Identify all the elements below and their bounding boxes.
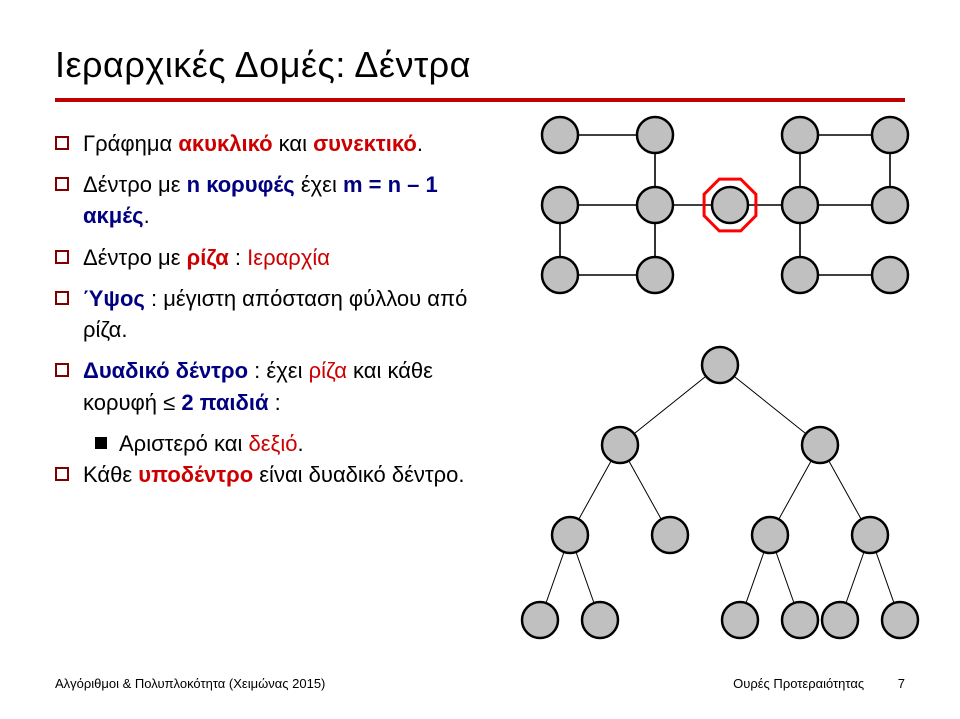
slide-body: Γράφημα ακυκλικό και συνεκτικό. Δέντρο με… bbox=[55, 128, 475, 500]
slide: Ιεραρχικές Δομές: Δέντρα Γράφημα ακυκλικ… bbox=[0, 0, 960, 719]
graph-node bbox=[822, 602, 858, 638]
graph-node bbox=[637, 187, 673, 223]
graph-node bbox=[752, 517, 788, 553]
graph-node bbox=[882, 602, 918, 638]
bullet-marker-icon bbox=[55, 250, 69, 264]
graph-node bbox=[782, 117, 818, 153]
bullet-marker-icon bbox=[55, 467, 69, 481]
graph-node bbox=[637, 117, 673, 153]
graph-node bbox=[602, 427, 638, 463]
bullet-text: Ύψος : μέγιστη απόσταση φύλλου από ρίζα. bbox=[83, 283, 475, 345]
sub-bullet-text: Αριστερό και δεξιό. bbox=[119, 428, 304, 459]
graph-node bbox=[852, 517, 888, 553]
bullet-marker-icon bbox=[55, 363, 69, 377]
footer: Αλγόριθμοι & Πολυπλοκότητα (Χειμώνας 201… bbox=[55, 676, 905, 691]
graph-node bbox=[552, 517, 588, 553]
sub-bullet-marker-icon bbox=[95, 437, 107, 449]
graph-node bbox=[542, 187, 578, 223]
bullet-text: Δέντρο με ρίζα : Ιεραρχία bbox=[83, 242, 475, 273]
title-underline bbox=[55, 98, 905, 102]
graph-node bbox=[637, 257, 673, 293]
page-number: 7 bbox=[898, 676, 905, 691]
graph-node bbox=[582, 602, 618, 638]
graph-node bbox=[542, 257, 578, 293]
bullet-item: Κάθε υποδέντρο είναι δυαδικό δέντρο. bbox=[55, 459, 475, 490]
bullet-text: Δυαδικό δέντρο : έχει ρίζα και κάθε κορυ… bbox=[83, 355, 475, 417]
graph-node bbox=[782, 257, 818, 293]
bullet-item: Ύψος : μέγιστη απόσταση φύλλου από ρίζα. bbox=[55, 283, 475, 345]
footer-right: Ουρές Προτεραιότητας 7 bbox=[733, 676, 905, 691]
footer-right-text: Ουρές Προτεραιότητας bbox=[733, 676, 864, 691]
bullet-item: Γράφημα ακυκλικό και συνεκτικό. bbox=[55, 128, 475, 159]
bullet-text: Κάθε υποδέντρο είναι δυαδικό δέντρο. bbox=[83, 459, 475, 490]
graph-node bbox=[872, 257, 908, 293]
graph-node bbox=[522, 602, 558, 638]
bullet-marker-icon bbox=[55, 291, 69, 305]
graph-node bbox=[702, 347, 738, 383]
graph-node bbox=[542, 117, 578, 153]
graph-node bbox=[782, 187, 818, 223]
graph-node bbox=[782, 602, 818, 638]
graph-node bbox=[872, 187, 908, 223]
bullet-marker-icon bbox=[55, 136, 69, 150]
graph-node bbox=[872, 117, 908, 153]
graph-node bbox=[652, 517, 688, 553]
graph-node bbox=[802, 427, 838, 463]
bullet-text: Δέντρο με n κορυφές έχει m = n – 1 ακμές… bbox=[83, 169, 475, 231]
sub-bullet-item: Αριστερό και δεξιό. bbox=[95, 428, 475, 459]
bullet-text: Γράφημα ακυκλικό και συνεκτικό. bbox=[83, 128, 475, 159]
diagram-area bbox=[520, 105, 920, 635]
bullet-item: Δέντρο με ρίζα : Ιεραρχία bbox=[55, 242, 475, 273]
slide-title: Ιεραρχικές Δομές: Δέντρα bbox=[55, 44, 471, 86]
diagram-svg bbox=[520, 105, 920, 645]
bullet-item: Δέντρο με n κορυφές έχει m = n – 1 ακμές… bbox=[55, 169, 475, 231]
bullet-marker-icon bbox=[55, 177, 69, 191]
graph-node bbox=[712, 187, 748, 223]
graph-node bbox=[722, 602, 758, 638]
footer-left: Αλγόριθμοι & Πολυπλοκότητα (Χειμώνας 201… bbox=[55, 676, 325, 691]
bullet-item: Δυαδικό δέντρο : έχει ρίζα και κάθε κορυ… bbox=[55, 355, 475, 417]
